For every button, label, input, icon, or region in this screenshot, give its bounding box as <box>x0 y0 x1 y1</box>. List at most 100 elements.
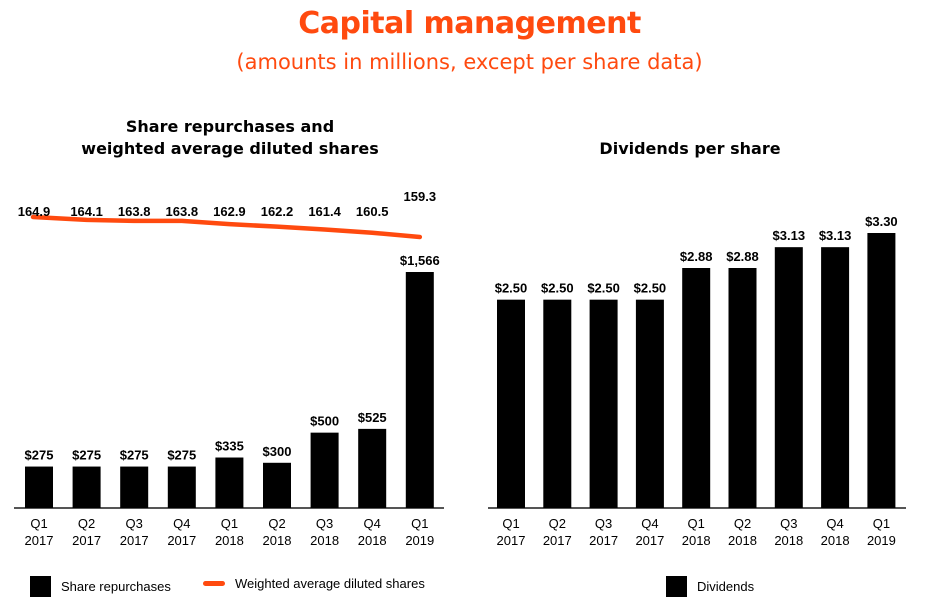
x-tick-year: 2017 <box>589 533 618 548</box>
x-tick-year: 2017 <box>25 533 54 548</box>
bar <box>867 233 896 508</box>
x-tick-quarter: Q1 <box>221 516 238 531</box>
bar-value-label: $3.13 <box>773 228 806 243</box>
x-tick-year: 2018 <box>263 533 292 548</box>
bar <box>215 457 244 508</box>
bar <box>497 299 525 508</box>
left-chart-title-line1: Share repurchases and <box>125 117 335 136</box>
left-chart-title: Share repurchases and weighted average d… <box>80 116 380 160</box>
legend-dividends: Dividends <box>666 576 754 597</box>
x-tick-quarter: Q1 <box>30 516 47 531</box>
diluted-shares-value-label: 162.9 <box>213 204 246 219</box>
x-tick-year: 2017 <box>635 533 664 548</box>
bar-value-label: $2.50 <box>634 281 667 296</box>
bar-value-label: $275 <box>72 448 101 463</box>
legend-share-repurchases: Share repurchases <box>30 576 171 597</box>
diluted-shares-value-label: 163.8 <box>166 204 199 219</box>
x-tick-quarter: Q2 <box>78 516 95 531</box>
diluted-shares-value-label: 160.5 <box>356 204 389 219</box>
diluted-shares-value-label: 162.2 <box>261 204 294 219</box>
bar-value-label: $275 <box>167 448 196 463</box>
x-tick-quarter: Q4 <box>364 516 381 531</box>
x-tick-year: 2017 <box>497 533 526 548</box>
x-tick-quarter: Q2 <box>549 516 566 531</box>
left-chart: $275 Q1 2017 $275 Q2 2017 $275 Q3 2017 $275 Q4 2017… <box>14 189 444 548</box>
left-chart-title-line2: weighted average diluted shares <box>81 139 379 158</box>
x-tick-year: 2018 <box>682 533 711 548</box>
diluted-shares-value-label: 159.3 <box>404 189 437 204</box>
x-tick-year: 2017 <box>72 533 101 548</box>
right-chart-title: Dividends per share <box>599 139 781 158</box>
bar <box>405 272 434 508</box>
x-tick-quarter: Q4 <box>173 516 190 531</box>
x-tick-year: 2017 <box>120 533 149 548</box>
bar-value-label: $500 <box>310 414 339 429</box>
x-tick-quarter: Q3 <box>595 516 612 531</box>
bar-value-label: $2.88 <box>726 249 759 264</box>
x-tick-year: 2018 <box>821 533 850 548</box>
bar-value-label: $525 <box>358 410 387 425</box>
x-tick-year: 2019 <box>867 533 896 548</box>
diluted-shares-value-label: 164.1 <box>70 204 103 219</box>
x-tick-year: 2018 <box>774 533 803 548</box>
legend-label-diluted-shares: Weighted average diluted shares <box>235 576 425 591</box>
bar-value-label: $3.30 <box>865 214 898 229</box>
x-tick-year: 2018 <box>215 533 244 548</box>
legend-swatch-line <box>203 581 225 586</box>
right-chart: $2.50 Q1 2017 $2.50 Q2 2017 $2.50 Q3 2017 $2.50 Q4… <box>488 214 906 548</box>
page-subtitle: (amounts in millions, except per share d… <box>236 50 703 74</box>
x-tick-quarter: Q1 <box>502 516 519 531</box>
bar-value-label: $2.88 <box>680 249 713 264</box>
bar-value-label: $335 <box>215 439 244 454</box>
bar <box>72 466 101 508</box>
x-tick-year: 2018 <box>358 533 387 548</box>
bar <box>821 247 850 508</box>
bar <box>358 428 387 508</box>
bar <box>635 299 664 508</box>
legend-diluted-shares: Weighted average diluted shares <box>203 576 425 591</box>
x-tick-quarter: Q4 <box>641 516 658 531</box>
x-tick-quarter: Q2 <box>734 516 751 531</box>
x-tick-year: 2018 <box>310 533 339 548</box>
legend-swatch-dividends <box>666 576 687 597</box>
diluted-shares-value-label: 164.9 <box>18 204 51 219</box>
bar-value-label: $300 <box>263 444 292 459</box>
bar <box>682 268 711 508</box>
bar <box>589 299 618 508</box>
bar <box>774 247 803 508</box>
bar-value-label: $2.50 <box>495 281 528 296</box>
x-tick-quarter: Q1 <box>688 516 705 531</box>
legend-label-repurchases: Share repurchases <box>61 579 171 594</box>
bar <box>728 268 757 508</box>
x-tick-quarter: Q3 <box>780 516 797 531</box>
x-tick-year: 2017 <box>167 533 196 548</box>
bar-value-label: $1,566 <box>400 253 440 268</box>
bar-value-label: $275 <box>25 448 54 463</box>
diluted-shares-value-label: 161.4 <box>308 204 341 219</box>
bar <box>543 299 572 508</box>
bar <box>167 466 196 508</box>
x-tick-year: 2018 <box>728 533 757 548</box>
bar <box>263 462 291 508</box>
legend-swatch-bar <box>30 576 51 597</box>
bar <box>25 466 53 508</box>
x-tick-quarter: Q1 <box>411 516 428 531</box>
legend-label-dividends: Dividends <box>697 579 755 594</box>
x-tick-quarter: Q3 <box>316 516 333 531</box>
diluted-shares-line <box>30 214 423 240</box>
x-tick-quarter: Q4 <box>826 516 843 531</box>
bar-value-label: $2.50 <box>587 281 620 296</box>
x-tick-quarter: Q2 <box>268 516 285 531</box>
page-title: Capital management <box>298 6 641 41</box>
diluted-shares-value-label: 163.8 <box>118 204 151 219</box>
x-tick-year: 2017 <box>543 533 572 548</box>
x-tick-quarter: Q1 <box>873 516 890 531</box>
bar-value-label: $275 <box>120 448 149 463</box>
x-tick-year: 2019 <box>405 533 434 548</box>
bar-value-label: $3.13 <box>819 228 852 243</box>
x-tick-quarter: Q3 <box>126 516 143 531</box>
bar <box>310 432 339 508</box>
bar <box>120 466 149 508</box>
bar-value-label: $2.50 <box>541 281 574 296</box>
